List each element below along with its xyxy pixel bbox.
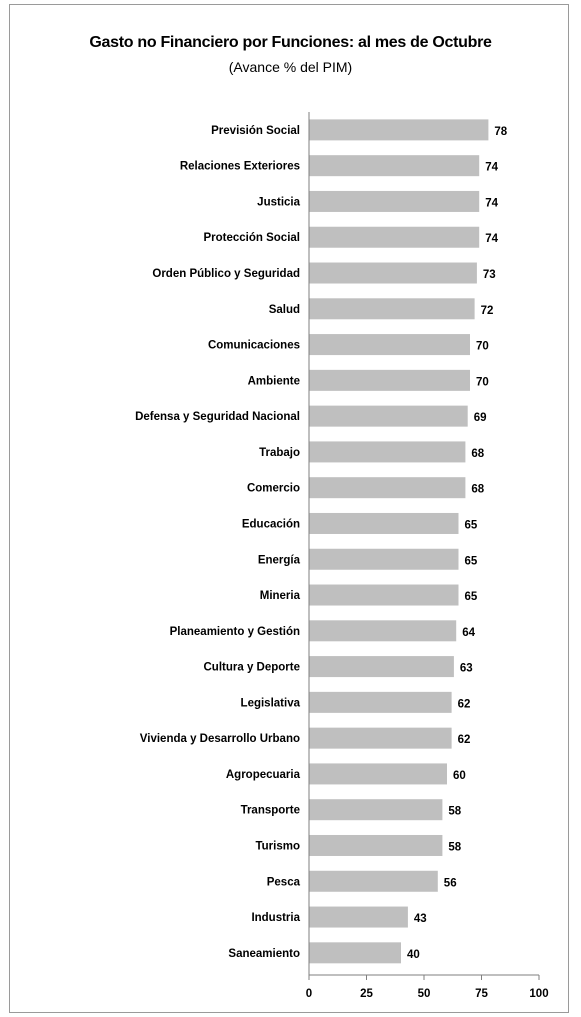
category-label: Cultura y Deporte [204,662,301,674]
bar [309,548,459,570]
bar [309,512,459,534]
bar [309,834,443,856]
bar [309,620,457,642]
value-label: 65 [465,591,478,603]
value-label: 65 [465,555,478,567]
axis-layer: 0 25 50 75 100 [306,112,549,1000]
bar [309,906,408,928]
bar [309,119,489,141]
category-label: Relaciones Exteriores [180,161,300,173]
category-label: Orden Público y Seguridad [152,268,300,280]
chart-subtitle: (Avance % del PIM) [228,59,353,75]
category-label: Planeamiento y Gestión [170,626,300,638]
bar [309,763,447,785]
bar [309,691,452,713]
value-label: 69 [474,412,487,424]
bar [309,369,470,391]
category-label: Justicia [257,196,300,208]
bar [309,405,468,427]
value-label: 72 [481,305,494,317]
category-label: Pesca [267,876,301,888]
bar [309,799,443,821]
value-label: 64 [462,627,475,639]
chart-title: Gasto no Financiero por Funciones: al me… [89,34,492,51]
category-label: Salud [269,304,300,316]
value-label: 74 [485,162,498,174]
value-label: 74 [485,233,498,245]
bar [309,727,452,749]
category-label: Defensa y Seguridad Nacional [135,411,300,423]
bar [309,298,475,320]
bar [309,441,466,463]
bars-layer: Previsión Social 78 Relaciones Exteriores 7… [135,119,508,964]
bar [309,656,454,678]
category-label: Turismo [255,840,300,852]
value-label: 60 [453,770,466,782]
category-label: Industria [251,912,300,924]
bar [309,870,438,892]
value-label: 70 [476,341,489,353]
value-label: 40 [407,949,420,961]
value-label: 63 [460,663,473,675]
value-label: 78 [494,126,507,138]
value-label: 70 [476,376,489,388]
x-tick-label: 75 [475,988,488,1000]
category-label: Agropecuaria [226,769,301,781]
category-label: Ambiente [248,375,300,387]
category-label: Transporte [241,805,300,817]
category-label: Mineria [260,590,301,602]
value-label: 68 [471,448,484,460]
value-label: 58 [448,806,461,818]
category-label: Educación [242,518,300,530]
category-label: Vivienda y Desarrollo Urbano [140,733,300,745]
category-label: Legislativa [241,697,301,709]
bar [309,226,480,248]
value-label: 73 [483,269,496,281]
value-label: 56 [444,877,457,889]
category-label: Previsión Social [211,125,300,137]
value-label: 62 [458,734,471,746]
value-label: 62 [458,698,471,710]
category-label: Trabajo [259,447,300,459]
x-tick-label: 0 [306,988,312,1000]
value-label: 65 [465,519,478,531]
category-label: Energía [258,554,301,566]
bar [309,334,470,356]
x-tick-label: 50 [418,988,431,1000]
bar [309,155,480,177]
value-label: 43 [414,913,427,925]
x-tick-label: 100 [529,988,548,1000]
value-label: 58 [448,841,461,853]
category-label: Saneamiento [228,948,300,960]
bar [309,262,477,284]
x-tick-label: 25 [360,988,373,1000]
category-label: Comunicaciones [208,340,300,352]
category-label: Protección Social [203,232,300,244]
bar [309,584,459,606]
value-label: 68 [471,484,484,496]
bar [309,190,480,212]
bar [309,942,401,964]
value-label: 74 [485,197,498,209]
bar [309,477,466,499]
category-label: Comercio [247,483,300,495]
